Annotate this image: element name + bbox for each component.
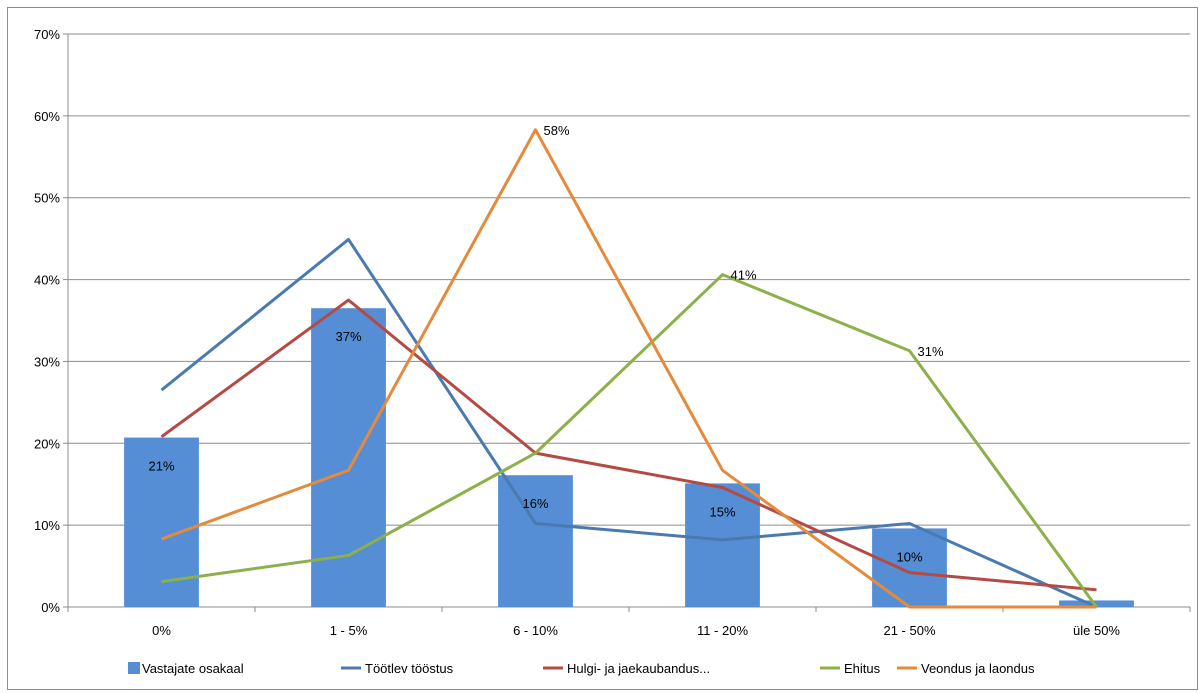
y-axis-ticks: 0% 10% 20% 30% 40% 50% 60% 70% [34, 27, 60, 615]
legend-label: Hulgi- ja jaekaubandus... [567, 661, 710, 676]
legend-label: Töötlev tööstus [365, 661, 454, 676]
legend: Vastajate osakaal Töötlev tööstus Hulgi- j… [128, 661, 1035, 676]
x-tick-label: 21 - 50% [883, 623, 935, 638]
data-labels: 21% 37% 16% 15% 10% 41% 31% 58% [148, 123, 943, 565]
y-tick-label: 30% [34, 354, 60, 369]
bar-vastajate-osakaal [872, 528, 947, 607]
y-tick-label: 50% [34, 191, 60, 206]
y-tick-label: 20% [34, 436, 60, 451]
bar-series [124, 308, 1134, 607]
line-ehitus [161, 273, 1098, 608]
x-tick-label: üle 50% [1073, 623, 1120, 638]
data-label: 16% [522, 496, 548, 511]
data-label: 41% [731, 268, 757, 283]
x-tick-label: 11 - 20% [697, 623, 749, 638]
bar-vastajate-osakaal [311, 308, 386, 607]
line-hulgi-ja-jaekaubandus [160, 298, 1097, 592]
line-veondus-ja-laondus [160, 128, 1097, 609]
y-tick-label: 70% [34, 27, 60, 42]
y-tick-label: 10% [34, 518, 60, 533]
y-tick-label: 40% [34, 273, 60, 288]
legend-label: Vastajate osakaal [142, 661, 244, 676]
legend-swatch [128, 662, 140, 674]
line-series [160, 128, 1098, 609]
y-tick-label: 60% [34, 109, 60, 124]
legend-label: Veondus ja laondus [921, 661, 1035, 676]
x-tick-label: 1 - 5% [330, 623, 368, 638]
bar-vastajate-osakaal [685, 483, 760, 607]
x-tick-label: 0% [152, 623, 171, 638]
x-axis-ticks: 0% 1 - 5% 6 - 10% 11 - 20% 21 - 50% üle 50% [152, 623, 1120, 638]
data-label: 21% [148, 459, 174, 474]
legend-label: Ehitus [844, 661, 881, 676]
x-tick-label: 6 - 10% [513, 623, 558, 638]
bar-vastajate-osakaal [1059, 600, 1134, 607]
y-tick-label: 0% [41, 600, 60, 615]
data-label: 37% [335, 329, 361, 344]
data-label: 10% [896, 549, 922, 564]
bar-vastajate-osakaal [498, 475, 573, 607]
data-label: 15% [709, 504, 735, 519]
line-t-tlev-t-stus [160, 237, 1098, 609]
data-label: 58% [544, 123, 570, 138]
gridlines [63, 33, 1191, 612]
data-label: 31% [918, 344, 944, 359]
